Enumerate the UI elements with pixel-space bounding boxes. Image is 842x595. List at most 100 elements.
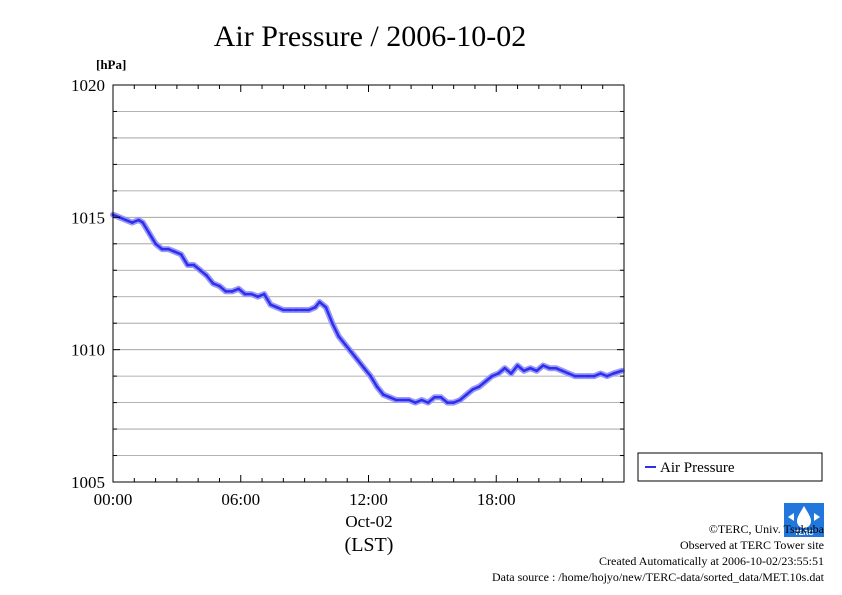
data-point [599, 372, 602, 375]
data-point [439, 396, 443, 399]
data-point [433, 396, 436, 399]
data-point [218, 284, 221, 288]
data-point [282, 308, 285, 312]
data-point [243, 292, 247, 296]
data-point [356, 359, 360, 362]
data-point [497, 372, 500, 375]
data-point [237, 287, 240, 291]
data-point [620, 369, 624, 373]
data-point [490, 374, 494, 378]
data-point [382, 393, 385, 397]
data-point [199, 269, 202, 272]
copyright-text: ©TERC, Univ. Tsukuba [708, 522, 824, 536]
data-point [369, 374, 372, 378]
credits: ©TERC, Univ. Tsukuba Observed at TERC To… [492, 521, 824, 585]
data-point [375, 385, 379, 389]
data-point [205, 274, 208, 277]
data-point [567, 372, 570, 375]
data-point [446, 401, 449, 404]
data-point [331, 321, 334, 325]
legend: Air Pressure [637, 452, 823, 482]
data-point [586, 374, 590, 378]
data-point [561, 369, 564, 373]
data-point [160, 247, 164, 251]
data-point [580, 374, 583, 378]
data-point [350, 351, 353, 354]
y-tick-label: 1005 [71, 473, 105, 492]
data-point [230, 290, 234, 293]
y-axis: 1005 1010 1015 1020 [71, 76, 624, 492]
source-text: Data source : /home/hojyo/new/TERC-data/… [491, 570, 824, 584]
x-axis: 00:00 06:00 12:00 18:00 [94, 85, 625, 509]
plot-frame [112, 84, 625, 483]
data-point [394, 398, 398, 402]
data-point [420, 398, 424, 402]
data-point [554, 366, 558, 370]
data-point [414, 401, 417, 404]
data-point [535, 369, 538, 373]
x-tick-label: 06:00 [221, 490, 260, 509]
data-point [477, 385, 481, 389]
y-tick-label: 1020 [71, 76, 105, 95]
data-point [407, 398, 411, 402]
data-point [294, 308, 298, 312]
data-point [262, 292, 266, 296]
data-point [154, 242, 157, 246]
data-point [362, 366, 366, 370]
data-point [141, 221, 145, 224]
data-point [318, 300, 321, 304]
data-point [288, 308, 292, 312]
data-point [186, 263, 189, 267]
y-axis-unit: [hPa] [96, 57, 126, 72]
x-axis-label: (LST) [345, 534, 394, 556]
data-point [173, 250, 176, 253]
legend-box [637, 452, 823, 482]
data-point [137, 218, 140, 222]
data-point [605, 374, 609, 378]
data-point [452, 401, 456, 404]
data-point [401, 398, 404, 402]
series-halo [110, 211, 625, 406]
data-point [548, 366, 551, 370]
x-tick-label: 12:00 [349, 490, 388, 509]
created-text: Created Automatically at 2006-10-02/23:5… [599, 554, 824, 568]
data-point [426, 401, 430, 404]
date-label: Oct-02 [345, 512, 392, 531]
data-point [465, 393, 468, 397]
logo-text: TERC [794, 530, 813, 537]
data-point [130, 221, 134, 224]
data-point [503, 366, 507, 370]
y-tick-label: 1015 [71, 208, 105, 227]
data-point [592, 374, 596, 378]
legend-label: Air Pressure [660, 460, 735, 476]
grid-lines [113, 111, 624, 456]
data-point [484, 380, 487, 383]
data-point [192, 263, 196, 267]
data-point [224, 290, 228, 293]
data-point [256, 295, 260, 299]
data-point [529, 366, 532, 370]
data-point [458, 398, 462, 402]
data-point [250, 292, 253, 296]
data-point [167, 247, 170, 251]
series-layer [110, 211, 625, 406]
data-point [471, 388, 475, 391]
data-point [612, 372, 615, 375]
data-point [179, 253, 183, 256]
x-tick-label: 18:00 [477, 490, 516, 509]
terc-logo: TERC [784, 503, 824, 537]
data-point [541, 364, 545, 367]
data-point [307, 308, 311, 312]
data-point [301, 308, 304, 312]
data-point [147, 231, 151, 235]
observed-text: Observed at TERC Tower site [679, 538, 824, 552]
data-point [522, 369, 526, 373]
data-point [124, 218, 128, 222]
data-point [211, 282, 215, 285]
x-tick-label: 00:00 [94, 490, 133, 509]
data-point [388, 396, 392, 399]
chart-title: Air Pressure / 2006-10-02 [214, 20, 526, 53]
data-point [324, 306, 328, 309]
data-point [573, 374, 577, 378]
